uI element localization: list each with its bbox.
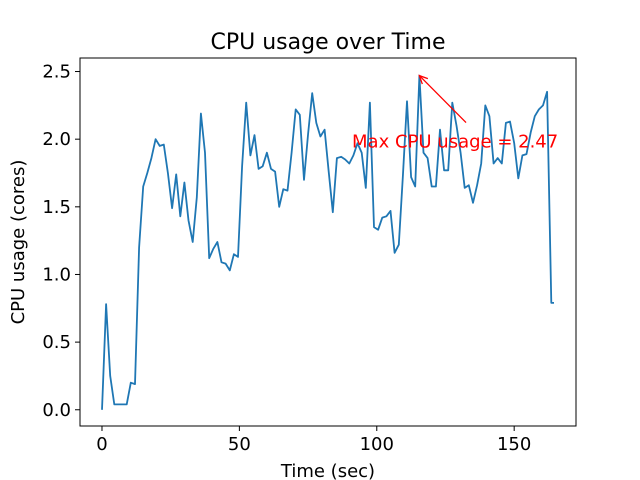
x-tick-label: 100 xyxy=(360,434,394,455)
y-tick-label: 0.0 xyxy=(42,400,71,421)
y-tick-label: 2.0 xyxy=(42,129,71,150)
x-tick-label: 150 xyxy=(497,434,531,455)
annotation-arrow-line xyxy=(418,75,467,123)
x-axis-title: Time (sec) xyxy=(280,461,375,480)
y-tick-label: 1.5 xyxy=(42,197,71,218)
y-axis-title: CPU usage (cores) xyxy=(8,160,29,325)
x-tick-label: 50 xyxy=(228,434,251,455)
annotation-arrow-head xyxy=(418,74,429,85)
plot-area-frame xyxy=(79,57,577,427)
y-tick-label: 2.5 xyxy=(42,62,71,83)
y-tick-label: 0.5 xyxy=(42,332,71,353)
chart-title: CPU usage over Time xyxy=(211,30,446,55)
y-tick-label: 1.0 xyxy=(42,264,71,285)
annotation-label: Max CPU usage = 2.47 xyxy=(352,132,558,153)
y-axis: 0.0 0.5 1.0 1.5 2.0 2.5 xyxy=(42,62,80,421)
x-axis: 0 50 100 150 xyxy=(96,426,531,455)
max-annotation: Max CPU usage = 2.47 xyxy=(352,74,558,153)
cpu-usage-series-line xyxy=(101,74,554,410)
x-tick-label: 0 xyxy=(96,434,107,455)
